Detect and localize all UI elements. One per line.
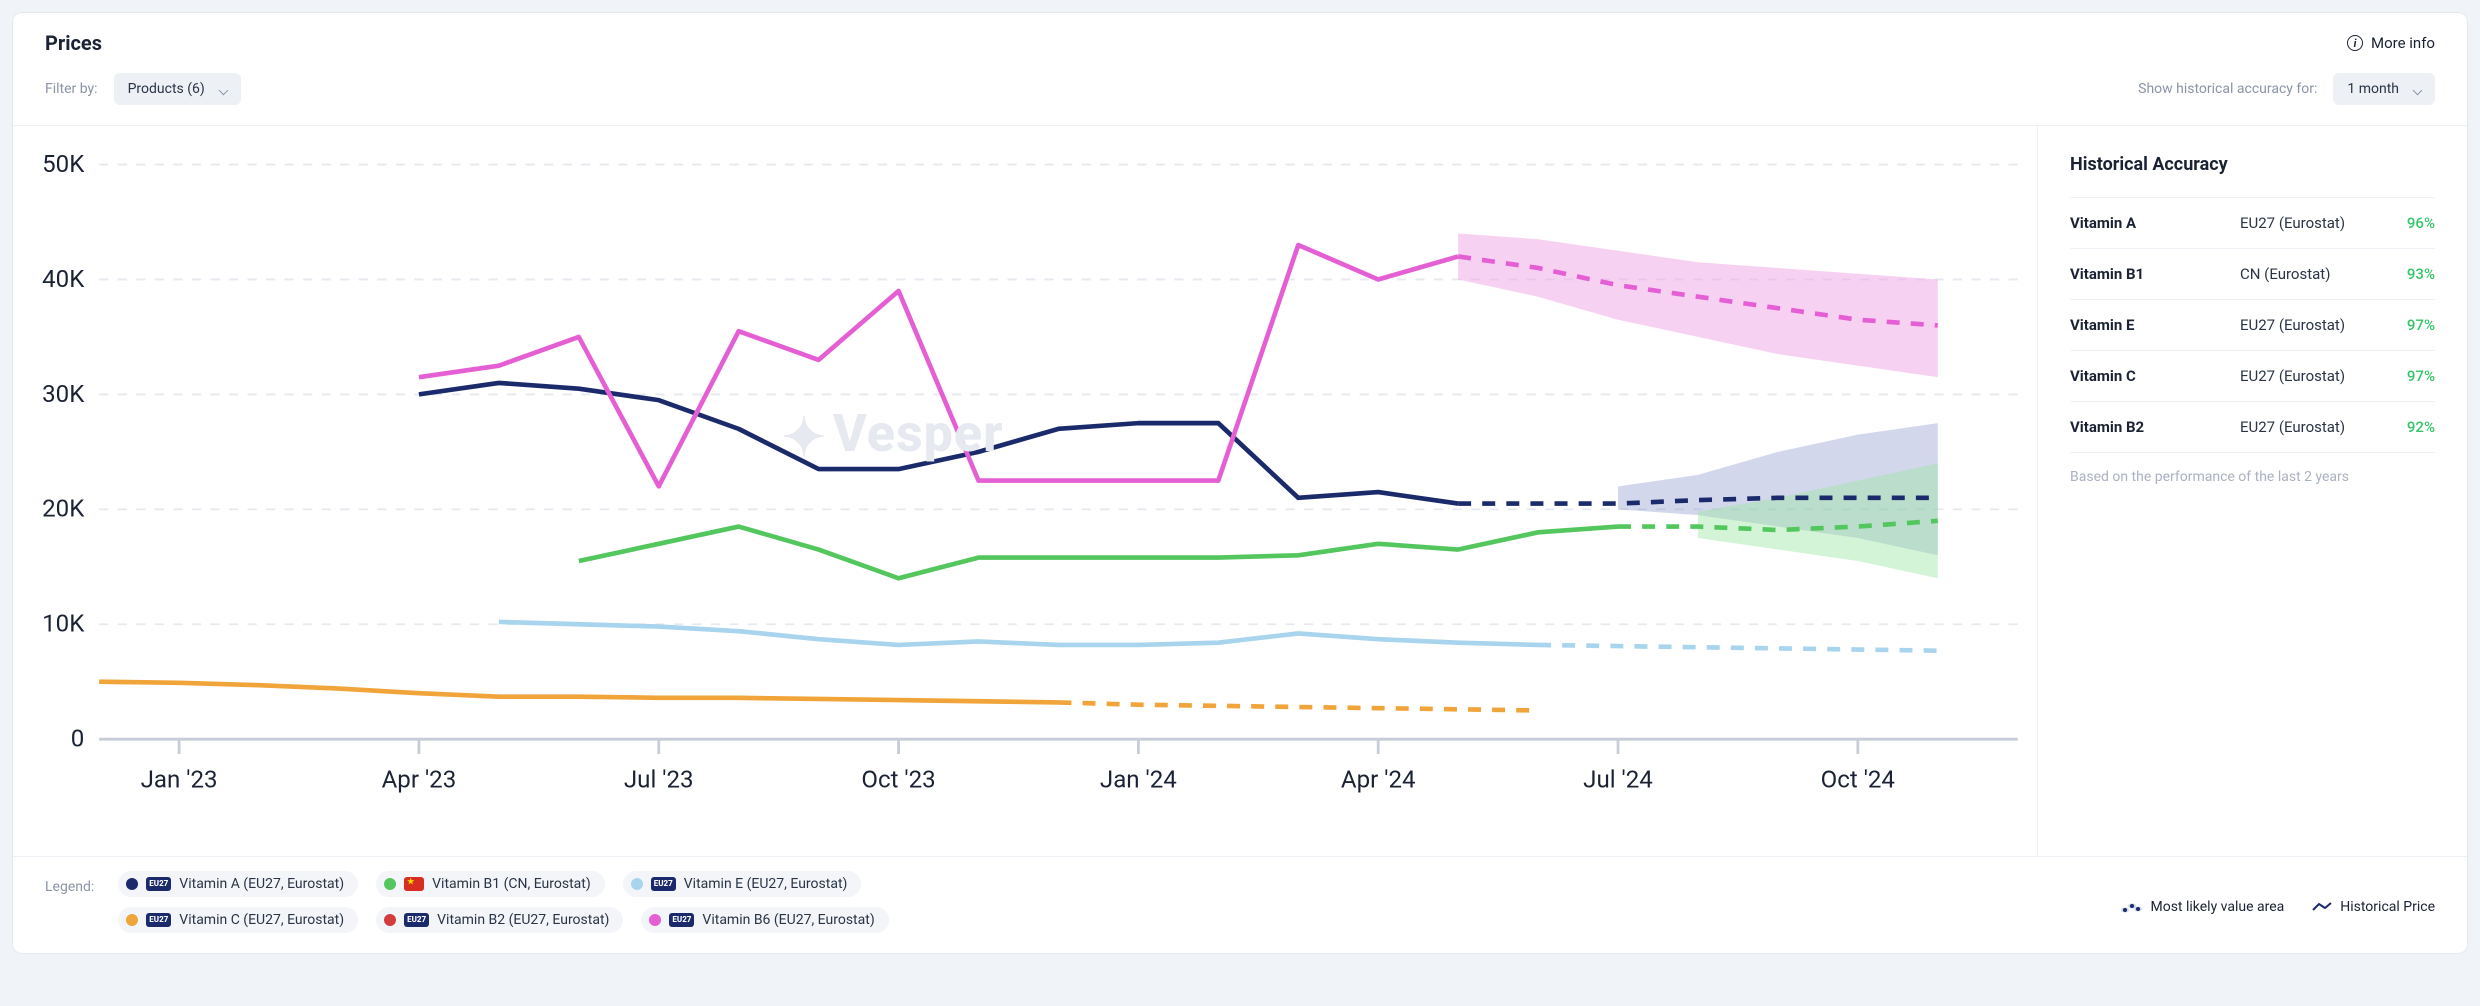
legend-label: Vitamin B6 (EU27, Eurostat): [702, 912, 874, 928]
legend-label: Vitamin E (EU27, Eurostat): [684, 876, 848, 892]
legend-item-vitA[interactable]: EU27 Vitamin A (EU27, Eurostat): [118, 871, 358, 897]
filter-label: Filter by:: [45, 81, 98, 97]
legend-item-vitB6[interactable]: EU27 Vitamin B6 (EU27, Eurostat): [641, 907, 888, 933]
legend-item-vitE[interactable]: EU27 Vitamin E (EU27, Eurostat): [623, 871, 862, 897]
card-title: Prices: [45, 31, 102, 55]
svg-text:10K: 10K: [42, 610, 85, 638]
accuracy-row: Vitamin B1CN (Eurostat)93%: [2070, 248, 2435, 299]
legend-label: Vitamin B1 (CN, Eurostat): [432, 876, 591, 892]
accuracy-pct: 97%: [2407, 316, 2435, 334]
legend-item-vitB1[interactable]: Vitamin B1 (CN, Eurostat): [376, 871, 605, 897]
accuracy-pct: 97%: [2407, 367, 2435, 385]
more-info-button[interactable]: i More info: [2347, 34, 2435, 52]
swatch-icon: [384, 914, 396, 926]
controls-row: Filter by: Products (6) Show historical …: [13, 63, 2467, 126]
chart-area: ✦Vesper 010K20K30K40K50KJan '23Apr '23Ju…: [13, 126, 2037, 856]
flag-eu-icon: EU27: [669, 913, 694, 927]
accuracy-pct: 96%: [2407, 214, 2435, 232]
flag-cn-icon: [404, 877, 424, 891]
legend-items: EU27 Vitamin A (EU27, Eurostat) Vitamin B1…: [118, 871, 988, 933]
legend-area-key: Most likely value area: [2120, 899, 2284, 915]
flag-eu-icon: EU27: [404, 913, 429, 927]
accuracy-row: Vitamin CEU27 (Eurostat)97%: [2070, 350, 2435, 401]
accuracy-region: EU27 (Eurostat): [2240, 367, 2407, 385]
svg-text:Jul '23: Jul '23: [624, 765, 694, 793]
legend-hist-key: Historical Price: [2312, 899, 2435, 915]
svg-text:50K: 50K: [42, 150, 85, 178]
accuracy-rows: Vitamin AEU27 (Eurostat)96%Vitamin B1CN …: [2070, 197, 2435, 452]
accuracy-panel: Historical Accuracy Vitamin AEU27 (Euros…: [2037, 126, 2467, 856]
accuracy-region: EU27 (Eurostat): [2240, 316, 2407, 334]
products-select[interactable]: Products (6): [114, 73, 241, 105]
accuracy-name: Vitamin E: [2070, 316, 2240, 334]
accuracy-select[interactable]: 1 month: [2333, 73, 2435, 105]
price-chart: 0 10K 20K 30K 40K 50K Jan '23 Apr '23 Jul '23 Oct…: [25, 146, 2027, 832]
more-info-label: More info: [2371, 34, 2435, 52]
flag-eu-icon: EU27: [651, 877, 676, 891]
accuracy-name: Vitamin C: [2070, 367, 2240, 385]
swatch-icon: [126, 878, 138, 890]
svg-text:Oct '24: Oct '24: [1821, 765, 1895, 793]
legend-title: Legend:: [45, 871, 94, 895]
svg-text:Oct '23: Oct '23: [861, 765, 935, 793]
legend-item-vitC[interactable]: EU27 Vitamin C (EU27, Eurostat): [118, 907, 358, 933]
accuracy-region: EU27 (Eurostat): [2240, 418, 2407, 436]
legend-bar: Legend: EU27 Vitamin A (EU27, Eurostat) Vi…: [13, 856, 2467, 953]
swatch-icon: [384, 878, 396, 890]
accuracy-region: EU27 (Eurostat): [2240, 214, 2407, 232]
svg-text:Apr '23: Apr '23: [382, 765, 457, 793]
accuracy-filter-label: Show historical accuracy for:: [2138, 81, 2317, 97]
legend-right: Most likely value area Historical Price: [2120, 871, 2435, 915]
accuracy-row: Vitamin B2EU27 (Eurostat)92%: [2070, 401, 2435, 452]
svg-text:20K: 20K: [42, 495, 85, 523]
info-icon: i: [2347, 35, 2363, 51]
flag-eu-icon: EU27: [146, 877, 171, 891]
swatch-icon: [649, 914, 661, 926]
flag-eu-icon: EU27: [146, 913, 171, 927]
accuracy-title: Historical Accuracy: [2070, 154, 2435, 175]
swatch-icon: [631, 878, 643, 890]
card-body: ✦Vesper 010K20K30K40K50KJan '23Apr '23Ju…: [13, 126, 2467, 856]
card-header: Prices i More info: [13, 13, 2467, 63]
svg-text:Jul '24: Jul '24: [1583, 765, 1653, 793]
swatch-icon: [126, 914, 138, 926]
accuracy-row: Vitamin AEU27 (Eurostat)96%: [2070, 197, 2435, 248]
svg-text:Jan '23: Jan '23: [141, 765, 218, 793]
legend-label: Vitamin A (EU27, Eurostat): [179, 876, 344, 892]
svg-text:0: 0: [71, 725, 85, 753]
prices-card: Prices i More info Filter by: Products (…: [12, 12, 2468, 954]
accuracy-pct: 92%: [2407, 418, 2435, 436]
svg-text:30K: 30K: [42, 380, 85, 408]
accuracy-region: CN (Eurostat): [2240, 265, 2407, 283]
accuracy-pct: 93%: [2407, 265, 2435, 283]
area-icon: [2120, 901, 2142, 913]
accuracy-footer: Based on the performance of the last 2 y…: [2070, 452, 2435, 485]
legend-label: Vitamin C (EU27, Eurostat): [179, 912, 344, 928]
line-icon: [2312, 901, 2332, 913]
accuracy-name: Vitamin A: [2070, 214, 2240, 232]
svg-text:Jan '24: Jan '24: [1100, 765, 1177, 793]
accuracy-row: Vitamin EEU27 (Eurostat)97%: [2070, 299, 2435, 350]
accuracy-name: Vitamin B2: [2070, 418, 2240, 436]
accuracy-name: Vitamin B1: [2070, 265, 2240, 283]
svg-text:Apr '24: Apr '24: [1341, 765, 1416, 793]
legend-item-vitB2[interactable]: EU27 Vitamin B2 (EU27, Eurostat): [376, 907, 623, 933]
svg-text:40K: 40K: [42, 265, 85, 293]
legend-label: Vitamin B2 (EU27, Eurostat): [437, 912, 609, 928]
